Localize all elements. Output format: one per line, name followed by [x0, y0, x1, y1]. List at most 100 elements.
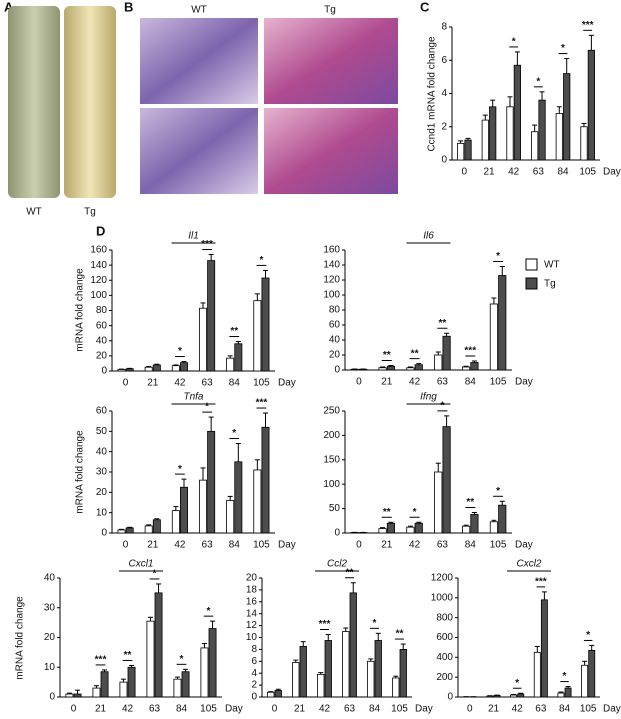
- y-tick-label: 20: [246, 573, 258, 584]
- x-tick-label: 0: [123, 540, 129, 551]
- x-tick-label: 42: [512, 704, 524, 715]
- significance: *: [440, 401, 444, 412]
- y-tick-label: 80: [329, 305, 341, 316]
- significance: **: [383, 350, 391, 361]
- significance: *: [413, 507, 417, 518]
- significance: **: [383, 507, 391, 518]
- bar: [253, 469, 262, 534]
- y-tick-label: 30: [96, 467, 108, 478]
- bar: [253, 300, 262, 372]
- bar: [144, 525, 153, 534]
- bar: [533, 651, 541, 698]
- y-tick-label: 140: [323, 260, 340, 271]
- x-axis-label: Day: [278, 378, 296, 389]
- bar: [299, 646, 307, 698]
- bar: [119, 681, 128, 698]
- y-tick-label: 12: [246, 620, 258, 631]
- bar: [489, 521, 498, 534]
- y-tick-label: 0: [101, 528, 107, 539]
- bar: [199, 479, 207, 534]
- bar: [434, 471, 443, 534]
- bar: [540, 599, 548, 698]
- bar: [555, 113, 563, 161]
- significance: *: [153, 569, 157, 580]
- x-tick-label: 42: [319, 704, 331, 715]
- y-tick-label: 120: [90, 275, 107, 286]
- x-tick-label: 42: [409, 540, 421, 551]
- histology-image: [264, 18, 398, 104]
- bar: [324, 640, 332, 698]
- bar: [470, 514, 479, 534]
- x-tick-label: 63: [344, 704, 356, 715]
- x-tick-label: 105: [580, 704, 597, 715]
- x-tick-label: 0: [123, 378, 129, 389]
- y-tick-label: 50: [96, 426, 108, 437]
- photo-label: Tg: [84, 207, 96, 218]
- bar: [127, 666, 136, 698]
- panel-label: D: [96, 223, 105, 238]
- bar: [226, 500, 235, 534]
- y-axis-label: mRNA fold change: [15, 596, 26, 680]
- bar: [374, 640, 382, 698]
- bar: [317, 673, 325, 698]
- bar: [399, 649, 407, 698]
- bar: [226, 357, 235, 372]
- x-tick-label: 63: [149, 704, 161, 715]
- x-axis-label: Day: [225, 704, 243, 715]
- histology-image: [264, 108, 398, 194]
- bar: [498, 275, 507, 371]
- x-tick-label: 105: [490, 377, 507, 388]
- bar: [144, 366, 153, 372]
- y-tick-label: 40: [44, 573, 56, 584]
- bar: [386, 365, 395, 371]
- bar: [464, 139, 472, 161]
- y-tick-label: 0: [334, 528, 340, 539]
- x-axis-label: Day: [278, 540, 296, 551]
- chart-title: Ccl2: [327, 559, 347, 570]
- significance: *: [496, 486, 500, 497]
- y-tick-label: 40: [329, 335, 341, 346]
- bar: [461, 525, 471, 534]
- legend-swatch: [525, 277, 538, 290]
- y-tick-label: 60: [329, 320, 341, 331]
- bar: [498, 504, 507, 534]
- x-tick-label: 21: [294, 704, 306, 715]
- significance: ***: [95, 655, 107, 666]
- y-tick-label: 20: [96, 487, 108, 498]
- significance: ***: [582, 20, 594, 31]
- y-tick-label: 2: [441, 121, 447, 132]
- bar: [146, 620, 155, 698]
- significance: **: [396, 629, 404, 640]
- x-tick-label: 21: [147, 540, 159, 551]
- bar: [434, 354, 443, 371]
- significance: ***: [201, 239, 213, 250]
- bar: [470, 362, 479, 371]
- x-tick-label: 105: [253, 378, 270, 389]
- bar: [267, 691, 275, 698]
- x-tick-label: 63: [202, 540, 214, 551]
- bar: [65, 693, 74, 698]
- bar: [581, 664, 589, 698]
- x-axis-label: Day: [603, 167, 621, 178]
- x-tick-label: 63: [535, 704, 547, 715]
- bar: [442, 335, 451, 371]
- significance: **: [439, 318, 447, 329]
- chart-title: Cxcl1: [128, 559, 153, 570]
- y-tick-label: 40: [96, 446, 108, 457]
- chart-title: Cxcl2: [516, 559, 541, 570]
- y-tick-label: 250: [323, 406, 340, 417]
- bar: [261, 277, 270, 372]
- bar: [154, 592, 163, 698]
- bar: [367, 660, 375, 698]
- x-tick-label: 42: [122, 704, 134, 715]
- y-tick-label: 10: [44, 662, 56, 673]
- colon-photo: [64, 6, 116, 198]
- x-tick-label: 21: [95, 704, 107, 715]
- significance: *: [563, 671, 567, 682]
- y-tick-label: 10: [246, 632, 258, 643]
- significance: ***: [535, 577, 547, 588]
- y-tick-label: 150: [323, 454, 340, 465]
- legend-label: Tg: [544, 279, 556, 290]
- x-tick-label: 84: [465, 540, 477, 551]
- significance: ***: [256, 398, 268, 409]
